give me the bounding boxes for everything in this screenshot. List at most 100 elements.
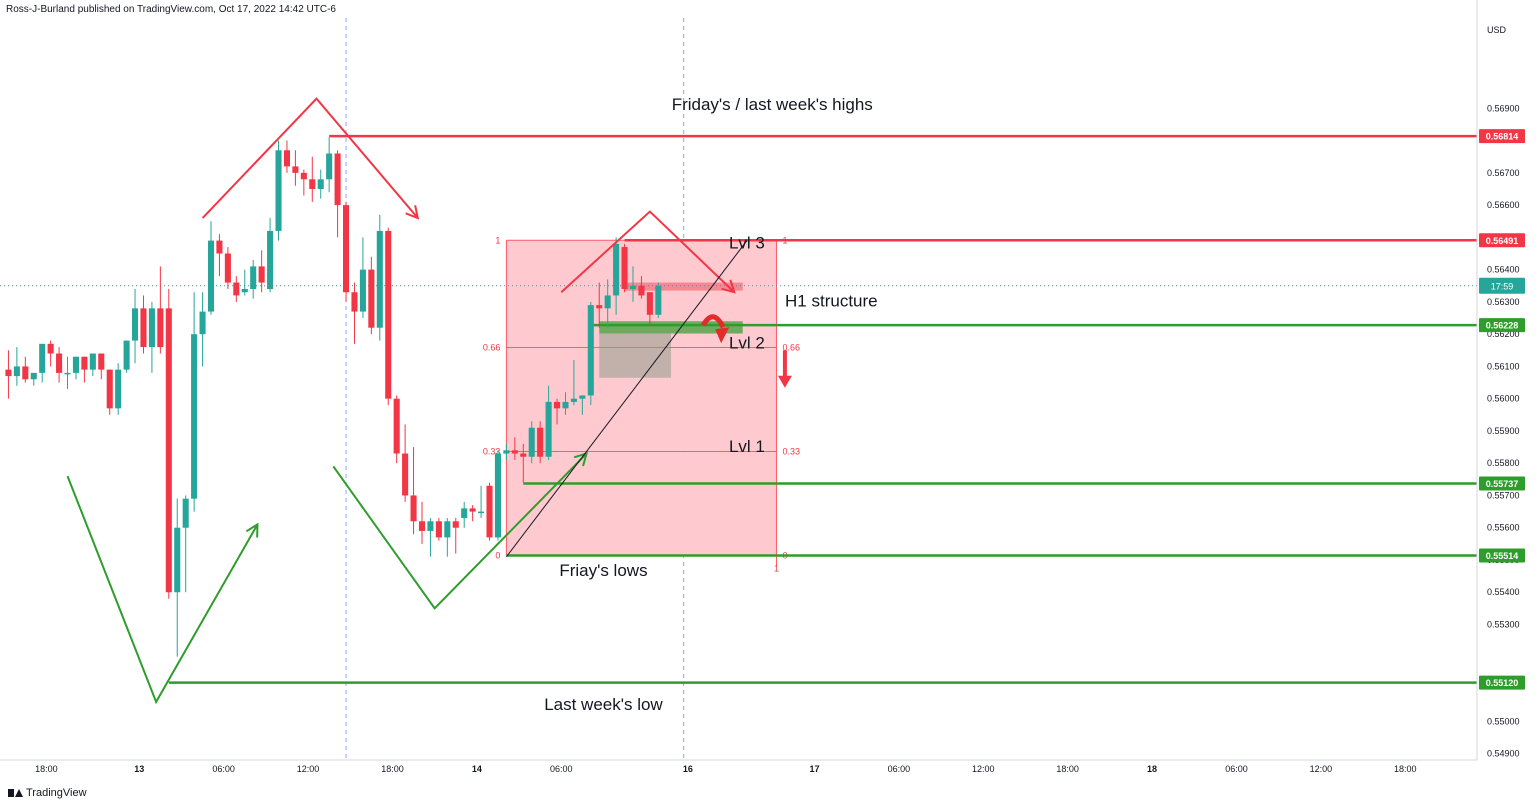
candle-body (621, 247, 628, 289)
price-tick-label: 0.56100 (1487, 361, 1520, 371)
arrow-head (245, 522, 259, 538)
arrow-head (721, 279, 736, 294)
candle-body (579, 395, 586, 399)
axes: USD0.549000.550000.553000.554000.555000.… (0, 0, 1525, 774)
candle-body (410, 495, 417, 522)
candle-body (570, 398, 577, 402)
candle-body (596, 305, 603, 309)
candle-body (418, 521, 426, 531)
candle-body (528, 427, 535, 457)
candle-body (148, 308, 155, 348)
trend-drawing (560, 210, 735, 293)
candle-body (182, 498, 189, 528)
candle-body (39, 343, 46, 373)
price-tick-label: 0.56400 (1487, 265, 1520, 275)
candle-body (486, 485, 493, 538)
level-price-tag: 0.56228 (1486, 321, 1519, 331)
fib-level-label-left: 0 (495, 550, 500, 560)
trend-drawing (506, 240, 748, 558)
candle-body (64, 372, 71, 375)
horizontal-levels (0, 134, 1477, 684)
candle-body (216, 240, 223, 254)
candle-body (275, 150, 282, 231)
candle-body (56, 353, 63, 373)
arrow-head (405, 205, 420, 220)
candle-body (30, 372, 37, 380)
candle-body (604, 295, 611, 309)
candle-body (106, 369, 113, 409)
candle-body (140, 308, 147, 348)
candle-body (241, 288, 248, 293)
price-tick-label: 0.56300 (1487, 297, 1520, 307)
candle-body (98, 353, 105, 370)
level-price-tag-bg (1479, 675, 1525, 690)
candle-body (22, 366, 29, 380)
trend-drawing (201, 97, 419, 219)
price-tick-label: 0.56600 (1487, 200, 1520, 210)
candle-body (545, 401, 552, 457)
candle-body (613, 243, 620, 296)
tradingview-logo-icon (8, 788, 23, 798)
fib-level-label-right: 0.33 (782, 446, 800, 456)
price-tick-label: 0.56200 (1487, 329, 1520, 339)
candle-body (165, 308, 172, 593)
time-tick-label: 18:00 (1394, 764, 1417, 774)
candle-body (385, 230, 392, 399)
publisher-header: Ross-J-Burland published on TradingView.… (6, 4, 336, 15)
zone-rect (599, 333, 671, 378)
candle-body (292, 166, 299, 173)
trend-drawing (332, 452, 588, 610)
candle-body (233, 282, 240, 296)
annotation-text: Last week's low (544, 695, 663, 714)
time-tick-label: 18:00 (1056, 764, 1079, 774)
time-tick-label: 13 (134, 764, 144, 774)
candle-body (629, 285, 637, 289)
fib-level-label-left: 0.33 (483, 446, 501, 456)
candle-body (461, 508, 468, 519)
footer: TradingView (8, 787, 87, 799)
time-tick-label: 17 (809, 764, 819, 774)
candle-body (638, 285, 645, 296)
candle-body (317, 179, 324, 189)
candle-body (351, 292, 358, 312)
trend-drawing (66, 475, 259, 705)
annotation-text: H1 structure (785, 292, 878, 311)
level-price-tag: 0.55737 (1486, 479, 1519, 489)
candle-body (376, 230, 383, 328)
level-price-tag: 0.56814 (1486, 132, 1519, 142)
level-price-tag-bg (1479, 129, 1525, 144)
level-price-tag-bg (1479, 548, 1525, 563)
level-price-tag-bg (1479, 476, 1525, 491)
annotations: Friday's / last week's highs H1 structure… (544, 95, 877, 714)
candle-body (444, 521, 451, 538)
candle-body (587, 305, 594, 396)
candle-body (402, 453, 409, 496)
candle-body (562, 401, 569, 409)
candle-body (393, 398, 400, 454)
down-arrow-head (777, 375, 792, 388)
candle-body (359, 269, 366, 312)
time-tick-label: 06:00 (888, 764, 911, 774)
candle-body (343, 205, 350, 293)
time-tick-label: 18:00 (35, 764, 58, 774)
price-tick-label: 0.55600 (1487, 523, 1520, 533)
zone-rect (624, 282, 743, 291)
candle-body (646, 292, 653, 315)
candle-body (520, 453, 527, 457)
price-tick-label: 0.55900 (1487, 426, 1520, 436)
fib-level-label-right: 0.66 (782, 342, 800, 352)
price-tick-label: 0.55400 (1487, 587, 1520, 597)
price-tick-label: 0.56700 (1487, 168, 1520, 178)
candle-body (132, 308, 139, 341)
candle-body (5, 369, 12, 377)
candle-body (427, 521, 434, 531)
candle-body (537, 427, 544, 457)
price-tick-label: 0.55700 (1487, 490, 1520, 500)
candle-body (174, 527, 181, 593)
time-tick-label: 06:00 (1225, 764, 1248, 774)
price-tick-label: 0.54900 (1487, 749, 1520, 759)
candle-body (267, 230, 274, 289)
time-tick-label: 16 (683, 764, 693, 774)
candle-body (72, 356, 79, 373)
